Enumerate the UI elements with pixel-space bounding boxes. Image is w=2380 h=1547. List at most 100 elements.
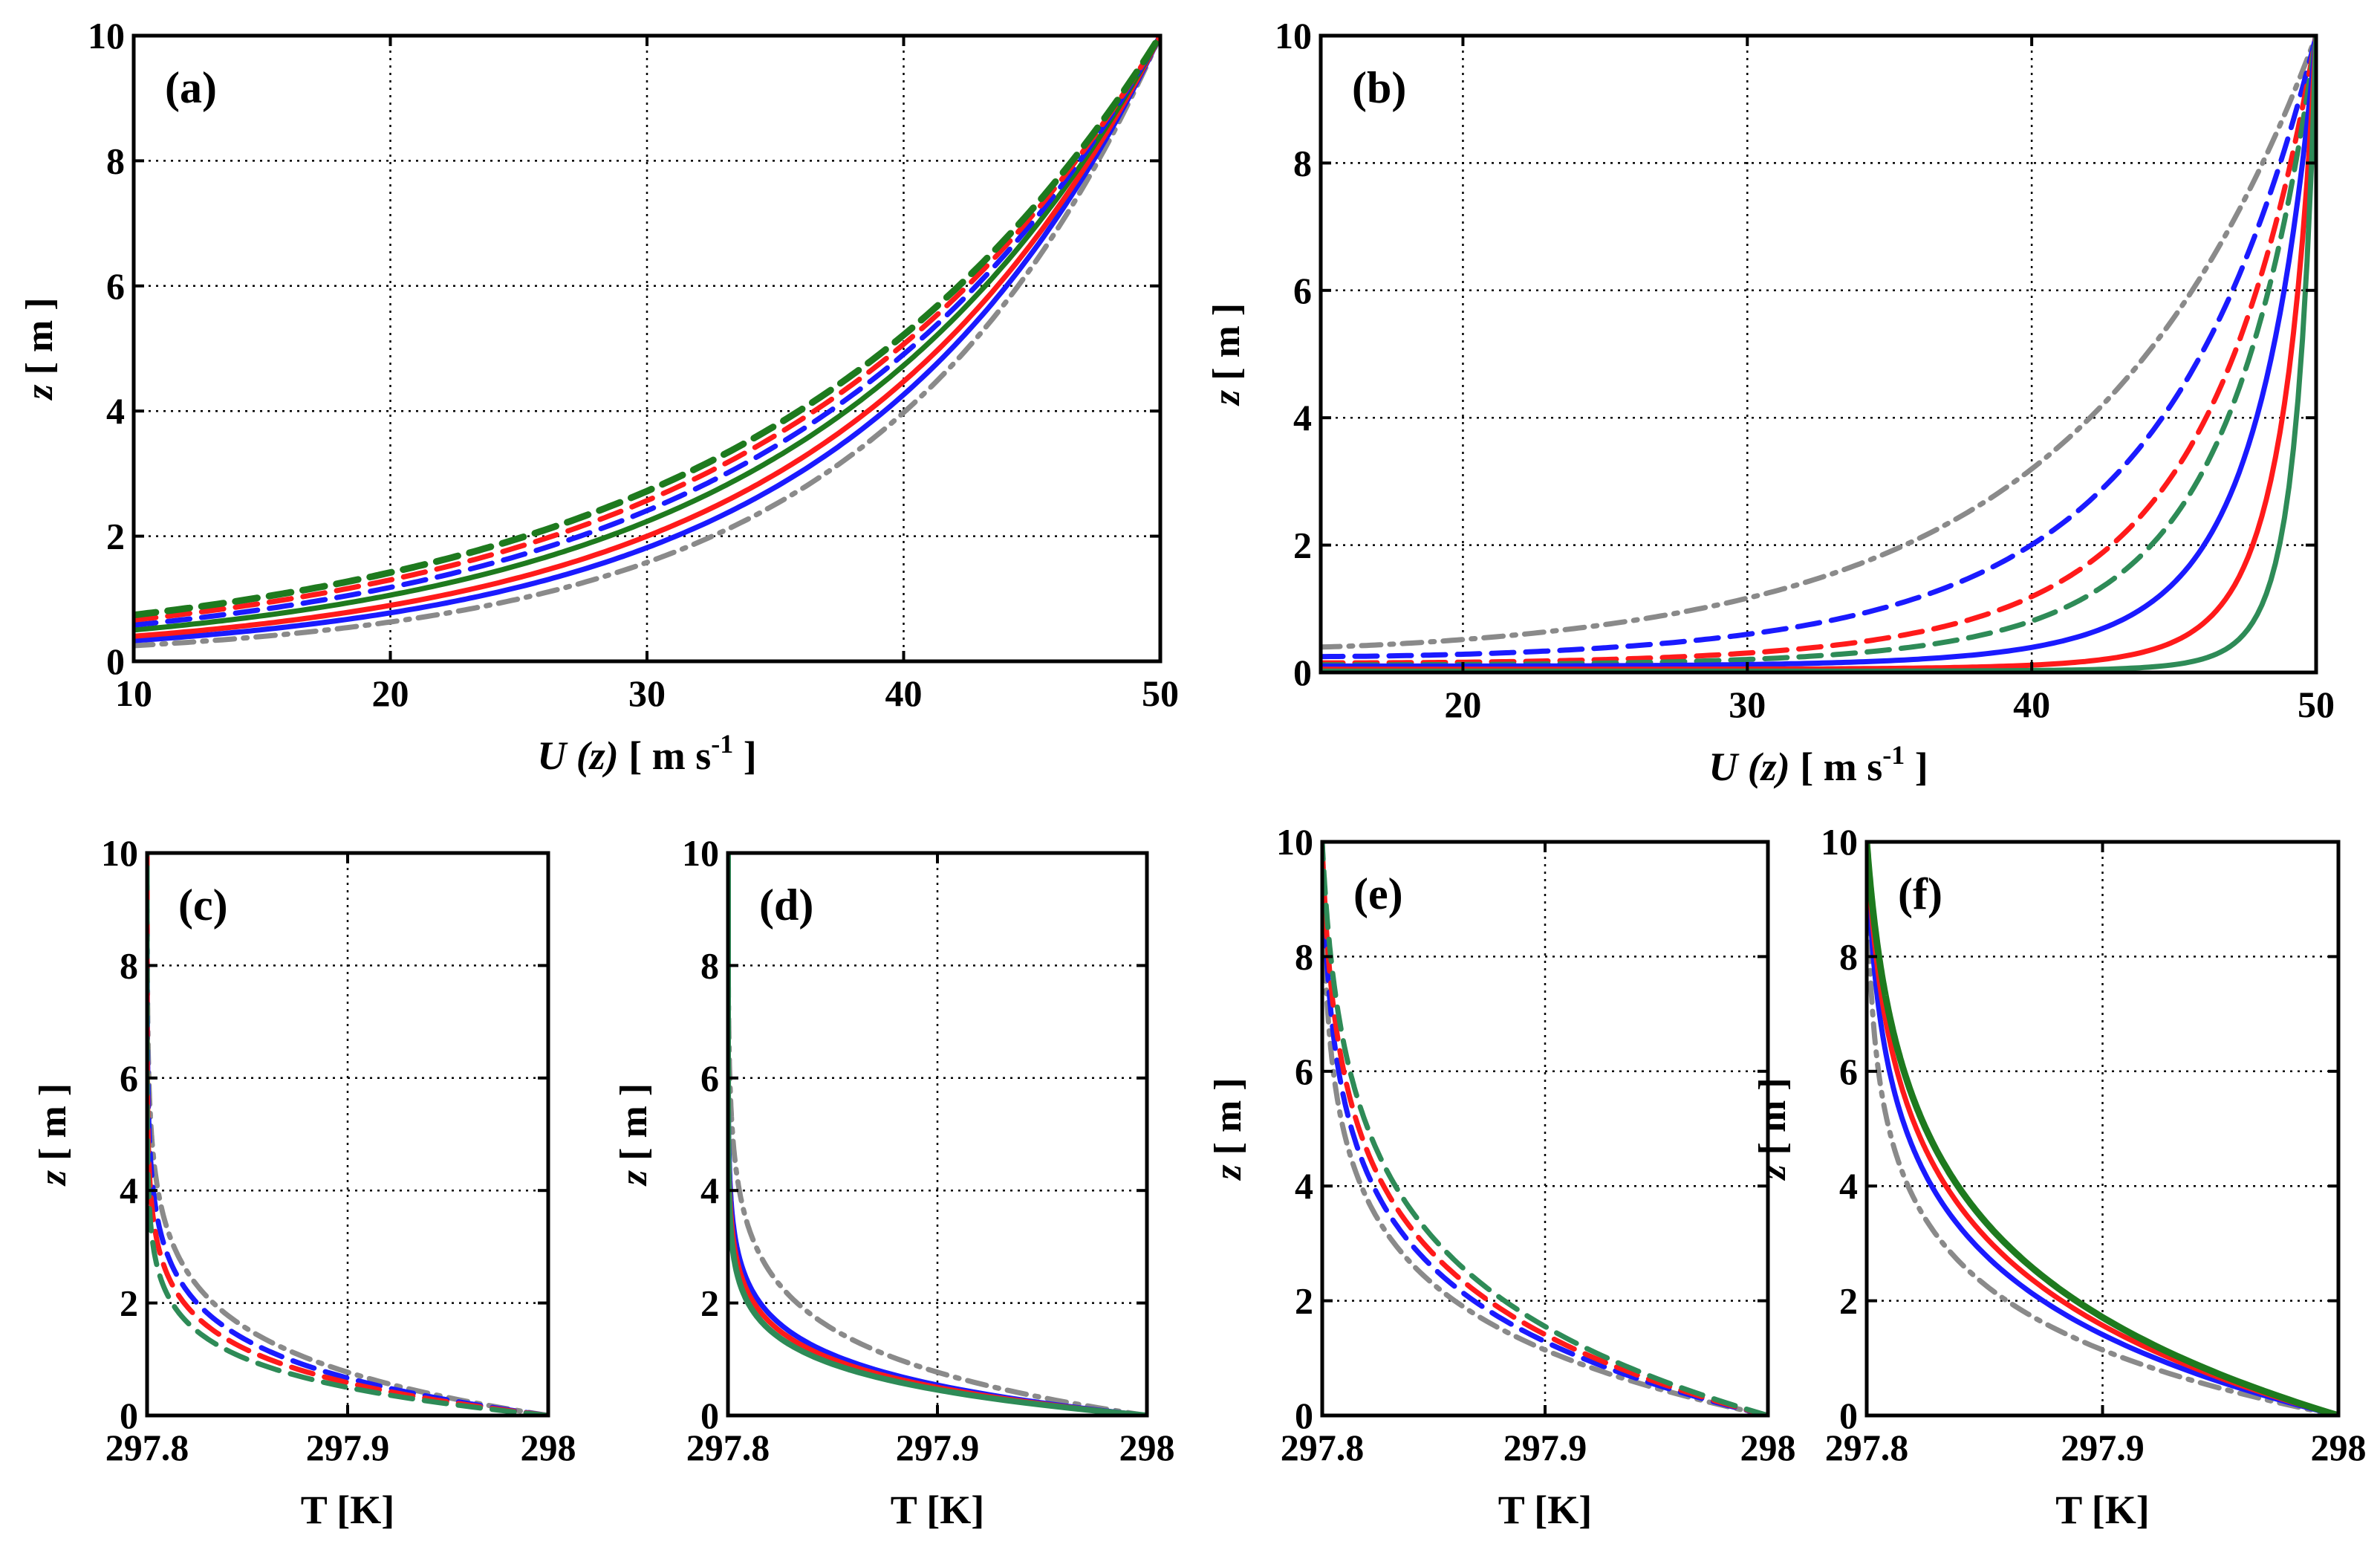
y-tick-label: 2 — [106, 516, 125, 557]
y-tick-label: 8 — [700, 944, 719, 986]
series-line-blue-solid — [1321, 36, 2316, 669]
x-axis-label: T [K] — [1498, 1488, 1593, 1532]
x-axis-label-part: T — [2055, 1488, 2082, 1532]
y-axis-label-var: z — [32, 1170, 74, 1187]
x-tick-label: 298 — [2311, 1427, 2367, 1468]
series-group — [1321, 36, 2316, 672]
series-line-red-dashed — [147, 853, 548, 1415]
y-axis-label-unit: [ m ] — [19, 297, 61, 374]
x-axis-label-part: [ m s — [1800, 745, 1882, 789]
y-tick-label: 0 — [120, 1395, 138, 1436]
x-tick-label: 30 — [628, 672, 666, 714]
y-axis-label-unit: [ m ] — [613, 1083, 655, 1161]
y-axis-label-unit: [ m ] — [1207, 1077, 1249, 1155]
y-tick-label: 6 — [1839, 1051, 1858, 1092]
x-axis-label-part: [ m s — [628, 733, 711, 778]
x-tick-label: 297.8 — [105, 1427, 189, 1468]
series-group — [728, 853, 1147, 1415]
x-tick-label: 297.8 — [1281, 1427, 1365, 1468]
x-axis-label: T [K] — [301, 1488, 395, 1532]
x-axis-label-part: [K] — [336, 1488, 394, 1532]
panel-label: (f) — [1898, 869, 1942, 918]
series-line-red-solid — [1867, 842, 2338, 1415]
y-tick-label: 6 — [106, 265, 125, 307]
x-tick-label: 297.9 — [1503, 1427, 1587, 1468]
series-line-blue-solid — [728, 853, 1147, 1415]
y-tick-label: 0 — [700, 1395, 719, 1436]
series-line-green-dashed — [1321, 36, 2316, 668]
x-tick-label: 297.9 — [2061, 1427, 2145, 1468]
y-tick-label: 10 — [1821, 821, 1858, 863]
x-axis-label-part: T — [301, 1488, 328, 1532]
y-axis-label-var: z — [19, 384, 61, 401]
x-axis-label-part: U — [537, 733, 568, 778]
x-tick-label: 20 — [1444, 684, 1481, 725]
y-tick-label: 0 — [1295, 1395, 1313, 1436]
series-line-blue-dashed — [134, 36, 1160, 628]
x-tick-label: 50 — [1142, 672, 1179, 714]
series-line-green-solid — [1867, 842, 2338, 1415]
x-axis-label-part: T — [1498, 1488, 1525, 1532]
series-line-blue-dashed — [147, 853, 548, 1415]
x-axis-label: U (z) [ m s-1 ] — [537, 729, 756, 778]
y-tick-label: 2 — [1839, 1280, 1858, 1322]
y-axis-label: z [ m ] — [32, 1083, 74, 1187]
series-line-red-dashed — [1322, 842, 1768, 1415]
series-line-green-dashed — [134, 36, 1160, 619]
y-tick-label: 4 — [1839, 1165, 1858, 1207]
y-tick-label: 4 — [700, 1170, 719, 1211]
y-tick-label: 8 — [106, 140, 125, 181]
series-group — [147, 853, 548, 1415]
series-line-gray-dash-dot — [1321, 36, 2316, 650]
panel-label: (d) — [759, 880, 813, 930]
x-axis-label-part: (z) — [1748, 745, 1790, 789]
x-axis-label: T [K] — [2055, 1488, 2150, 1532]
x-tick-label: 30 — [1729, 684, 1766, 725]
x-axis-label-part: T — [891, 1488, 917, 1532]
series-line-green-solid — [134, 36, 1160, 633]
plot-frame — [1864, 840, 2341, 1418]
x-tick-label: 40 — [2013, 684, 2050, 725]
series-line-gray-dash-dot — [134, 36, 1160, 649]
y-tick-label: 6 — [120, 1057, 138, 1099]
series-line-blue-solid — [1867, 842, 2338, 1415]
panel-b: 20 30 40 50 0 2 4 6 8 10 (b) U (z) [ m s-1 ] z [ m ] — [1206, 15, 2335, 789]
y-tick-label: 4 — [106, 390, 125, 432]
y-axis-label: z [ m ] — [613, 1083, 655, 1187]
y-axis-label-unit: [ m ] — [1206, 303, 1248, 380]
x-axis-label-part: [K] — [1534, 1488, 1592, 1532]
x-tick-label: 297.9 — [896, 1427, 980, 1468]
y-axis-label: z [ m ] — [1206, 303, 1248, 406]
series-line-gray-dash-dot — [1867, 842, 2338, 1415]
x-tick-label: 298 — [1740, 1427, 1796, 1468]
y-tick-label: 4 — [120, 1170, 138, 1211]
x-axis-label-part: (z) — [576, 733, 619, 778]
y-tick-label: 10 — [682, 832, 719, 874]
y-tick-label: 2 — [120, 1282, 138, 1324]
panel-label: (c) — [178, 880, 228, 930]
x-tick-label: 297.8 — [1825, 1427, 1909, 1468]
y-tick-label: 4 — [1293, 397, 1312, 438]
x-tick-label: 20 — [372, 672, 409, 714]
plot-frame — [145, 851, 550, 1418]
series-line-red-dashed — [134, 36, 1160, 623]
series-line-blue-dashed — [1321, 36, 2316, 660]
x-tick-label: 298 — [1119, 1427, 1175, 1468]
series-line-green-dashed — [147, 853, 548, 1415]
y-tick-label: 10 — [88, 15, 125, 56]
x-axis-label-part: -1 — [711, 729, 733, 759]
panel-e: 297.8 297.9 298 0 2 4 6 8 10 (e) T [K] z [ m ] — [1207, 821, 1796, 1532]
y-tick-label: 10 — [101, 832, 138, 874]
series-line-red-solid — [1321, 36, 2316, 672]
panel-d: 297.8 297.9 298 0 2 4 6 8 10 (d) T [K] z [ m ] — [613, 832, 1175, 1532]
y-axis-label: z [ m ] — [19, 297, 61, 400]
x-axis-label-part: [K] — [2092, 1488, 2150, 1532]
panel-label: (b) — [1352, 63, 1406, 112]
y-tick-label: 8 — [120, 944, 138, 986]
y-axis-label-var: z — [1752, 1164, 1794, 1181]
x-axis-label: T [K] — [891, 1488, 985, 1532]
series-group — [134, 36, 1160, 649]
x-axis-label-part: [K] — [926, 1488, 984, 1532]
y-tick-label: 6 — [1293, 270, 1312, 311]
